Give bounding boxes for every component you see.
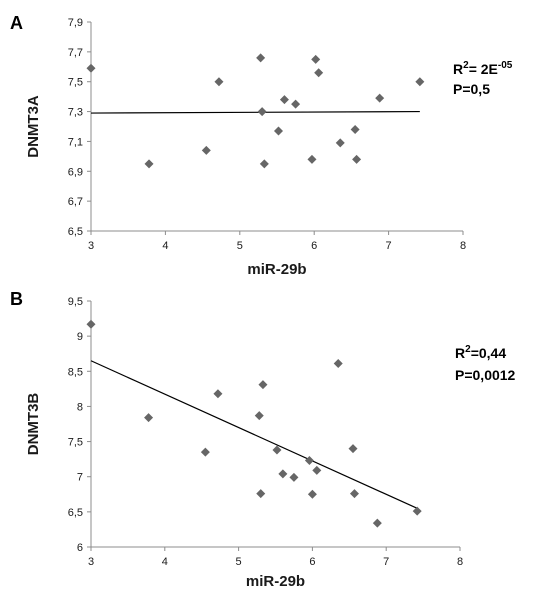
data-point <box>86 63 96 73</box>
x-tick-label: 5 <box>236 556 242 568</box>
data-point <box>415 77 425 87</box>
y-tick-label: 7,9 <box>68 17 83 29</box>
y-tick-label: 9,5 <box>68 296 83 308</box>
x-tick-label: 4 <box>162 556 168 568</box>
data-point <box>254 411 264 421</box>
r-squared-annotation: R2=0,44 <box>455 344 506 361</box>
data-point <box>375 93 385 103</box>
data-point <box>289 472 299 482</box>
r-squared-annotation: R2= 2E-05 <box>453 60 513 77</box>
data-point <box>86 319 96 329</box>
data-point <box>273 126 283 136</box>
trend-line <box>90 110 420 114</box>
data-point <box>307 154 317 164</box>
data-point <box>314 68 324 78</box>
p-value-annotation: P=0,0012 <box>455 367 516 383</box>
data-point <box>312 465 322 475</box>
panel-label: B <box>10 289 23 309</box>
x-tick-label: 6 <box>311 240 317 252</box>
data-point <box>304 456 314 466</box>
y-axis-title: DNMT3B <box>25 393 42 456</box>
data-point <box>256 489 266 499</box>
x-tick-label: 7 <box>386 240 392 252</box>
data-point <box>350 124 360 134</box>
x-tick-label: 7 <box>383 556 389 568</box>
data-point <box>278 469 288 479</box>
x-axis-title: miR-29b <box>246 573 305 590</box>
p-value-annotation: P=0,5 <box>453 81 490 97</box>
x-tick-label: 3 <box>88 240 94 252</box>
panel-a-chart: A 6,5 6,7 6,9 7,1 7,3 7,5 7,7 7,9 3 4 5 6 7 8 miR-29b DN… <box>10 13 513 278</box>
data-point <box>352 154 362 164</box>
data-point <box>291 99 301 109</box>
panel-label: A <box>10 13 23 33</box>
x-tick-label: 3 <box>88 556 94 568</box>
x-tick-label: 6 <box>309 556 315 568</box>
data-point <box>335 138 345 148</box>
y-tick-label: 7 <box>77 472 83 484</box>
data-point <box>201 145 211 155</box>
y-tick-label: 7,5 <box>68 77 83 89</box>
x-tick-label: 4 <box>162 240 168 252</box>
y-tick-label: 6,7 <box>68 196 83 208</box>
data-point <box>333 359 343 369</box>
y-tick-label: 8 <box>77 401 83 413</box>
data-point <box>258 380 268 390</box>
data-point <box>200 447 210 457</box>
data-point <box>348 444 358 454</box>
y-tick-label: 6,9 <box>68 166 83 178</box>
x-axis-title: miR-29b <box>247 261 306 278</box>
data-point <box>279 95 289 105</box>
x-tick-label: 8 <box>460 240 466 252</box>
data-point <box>213 389 223 399</box>
data-point <box>144 413 154 423</box>
y-tick-label: 6 <box>77 542 83 554</box>
data-point <box>144 159 154 169</box>
data-point <box>372 518 382 528</box>
trend-line <box>90 360 418 509</box>
data-point <box>259 159 269 169</box>
data-point <box>214 77 224 87</box>
data-point <box>349 489 359 499</box>
data-point <box>257 107 267 117</box>
panel-b-chart: B 6 6,5 7 7,5 8 8,5 9 9,5 3 4 5 6 7 8 miR-29b DNMT3B R2=0… <box>10 289 516 590</box>
y-axis-title: DNMT3A <box>25 95 42 158</box>
x-tick-label: 8 <box>457 556 463 568</box>
y-tick-label: 7,1 <box>68 136 83 148</box>
y-tick-label: 6,5 <box>68 507 83 519</box>
y-tick-label: 6,5 <box>68 226 83 238</box>
data-point <box>311 54 321 64</box>
data-point <box>307 489 317 499</box>
data-point <box>256 53 266 63</box>
y-tick-label: 9 <box>77 331 83 343</box>
data-point <box>272 445 282 455</box>
y-tick-label: 7,3 <box>68 107 83 119</box>
data-point <box>412 506 422 516</box>
x-tick-label: 5 <box>237 240 243 252</box>
y-tick-label: 7,5 <box>68 437 83 449</box>
y-tick-label: 8,5 <box>68 366 83 378</box>
y-tick-label: 7,7 <box>68 47 83 59</box>
